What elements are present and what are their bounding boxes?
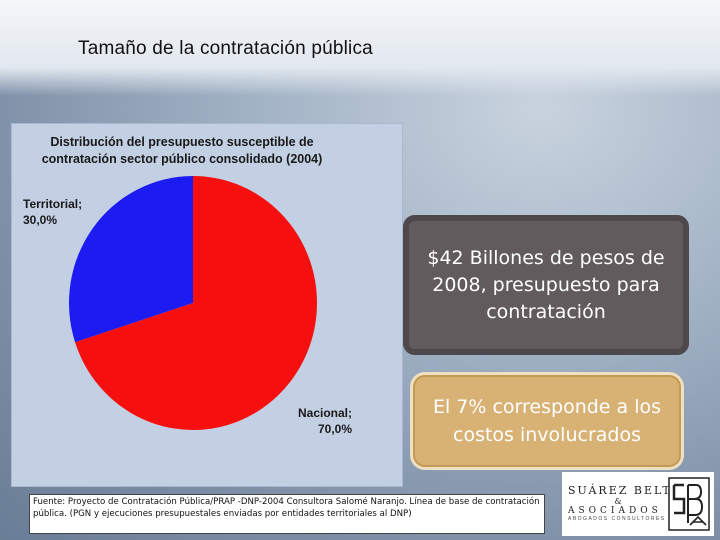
logo-line-2: ASOCIADOS (568, 506, 662, 516)
source-note: Fuente: Proyecto de Contratación Pública… (29, 494, 545, 534)
budget-callout: $42 Billones de pesos de 2008, presupues… (403, 215, 689, 355)
pie-slice-nacional (75, 176, 317, 430)
pie-canvas (68, 176, 317, 430)
logo-line-3: ABOGADOS CONSULTORES LTDA. (568, 516, 690, 522)
costs-callout-text: El 7% corresponde a los costos involucra… (432, 396, 662, 446)
slide-title: Tamaño de la contratación pública (78, 38, 373, 59)
slice-label-nacional-name: Nacional; (298, 406, 353, 420)
logo-monogram-icon (668, 477, 710, 531)
slice-label-territorial-name: Territorial; (23, 197, 83, 211)
pie-chart: Distribución del presupuesto susceptible… (12, 124, 402, 486)
slice-label-nacional: Nacional; 70,0% (298, 405, 352, 437)
costs-callout: El 7% corresponde a los costos involucra… (413, 375, 681, 467)
chart-title-line-2: contratación sector público consolidado … (41, 152, 323, 166)
budget-callout-text: $42 Billones de pesos de 2008, presupues… (427, 246, 665, 323)
slice-label-territorial-value: 30,0% (23, 213, 58, 227)
logo-ampersand: & (614, 497, 622, 506)
pie-slice-territorial (68, 176, 193, 343)
slice-label-territorial: Territorial; 30,0% (23, 196, 82, 228)
chart-title-line-1: Distribución del presupuesto susceptible… (50, 135, 314, 149)
title-bar (0, 0, 720, 96)
firm-logo: SUÁREZ BELTRÁN & ASOCIADOS ABOGADOS CONS… (562, 472, 714, 536)
logo-line-1: SUÁREZ BELTRÁN (568, 484, 704, 497)
slice-label-nacional-value: 70,0% (317, 422, 353, 436)
chart-title: Distribución del presupuesto susceptible… (12, 134, 352, 168)
